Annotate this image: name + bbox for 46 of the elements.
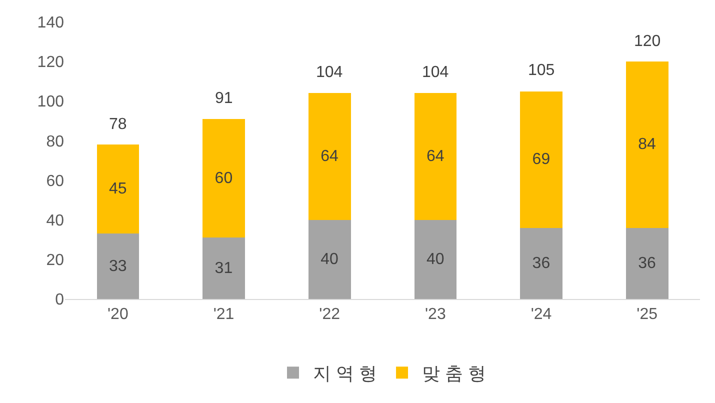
data-label: 40 [320,250,339,268]
data-label: 40 [426,250,444,268]
total-label: 91 [215,90,233,107]
bar [96,144,140,234]
data-label: 64 [426,148,444,166]
data-label: 36 [638,254,656,272]
bar [202,118,245,238]
bar [202,238,245,299]
data-label: 36 [532,254,550,272]
y-tick-label: 120 [37,54,64,72]
y-tick-label: 140 [37,14,64,32]
total-label: 78 [109,116,127,133]
data-label: 60 [214,170,233,187]
data-label: 64 [320,148,339,166]
total-label: 104 [422,64,449,81]
y-tick-label: 20 [46,252,64,270]
x-tick-label: '21 [213,306,234,324]
total-label: 105 [528,62,555,79]
x-tick-label: '25 [636,306,658,324]
y-tick-label: 80 [46,133,64,150]
bar [626,62,668,228]
legend-label: 맞 춤 형 [422,364,486,384]
bar [520,228,562,299]
bar [520,91,562,228]
bar [626,228,668,299]
x-tick-label: '23 [424,306,446,324]
data-label: 84 [638,136,656,154]
y-tick-label: 60 [46,172,64,190]
data-label: 69 [532,151,550,168]
total-label: 120 [634,33,661,50]
bar [308,220,351,299]
y-tick-label: 0 [55,292,64,309]
x-tick-label: '24 [530,306,552,324]
bar [308,93,351,220]
bar [414,220,457,299]
total-label: 104 [316,64,343,81]
y-tick-label: 100 [37,94,64,111]
bar [414,93,457,220]
data-label: 45 [108,180,127,198]
x-tick-label: '22 [319,306,340,324]
y-tick-label: 40 [46,212,64,230]
x-tick-label: '20 [107,306,128,324]
legend-label: 지 역 형 [313,364,378,384]
data-label: 31 [214,260,233,277]
bar [96,234,140,299]
data-label: 33 [108,258,127,275]
